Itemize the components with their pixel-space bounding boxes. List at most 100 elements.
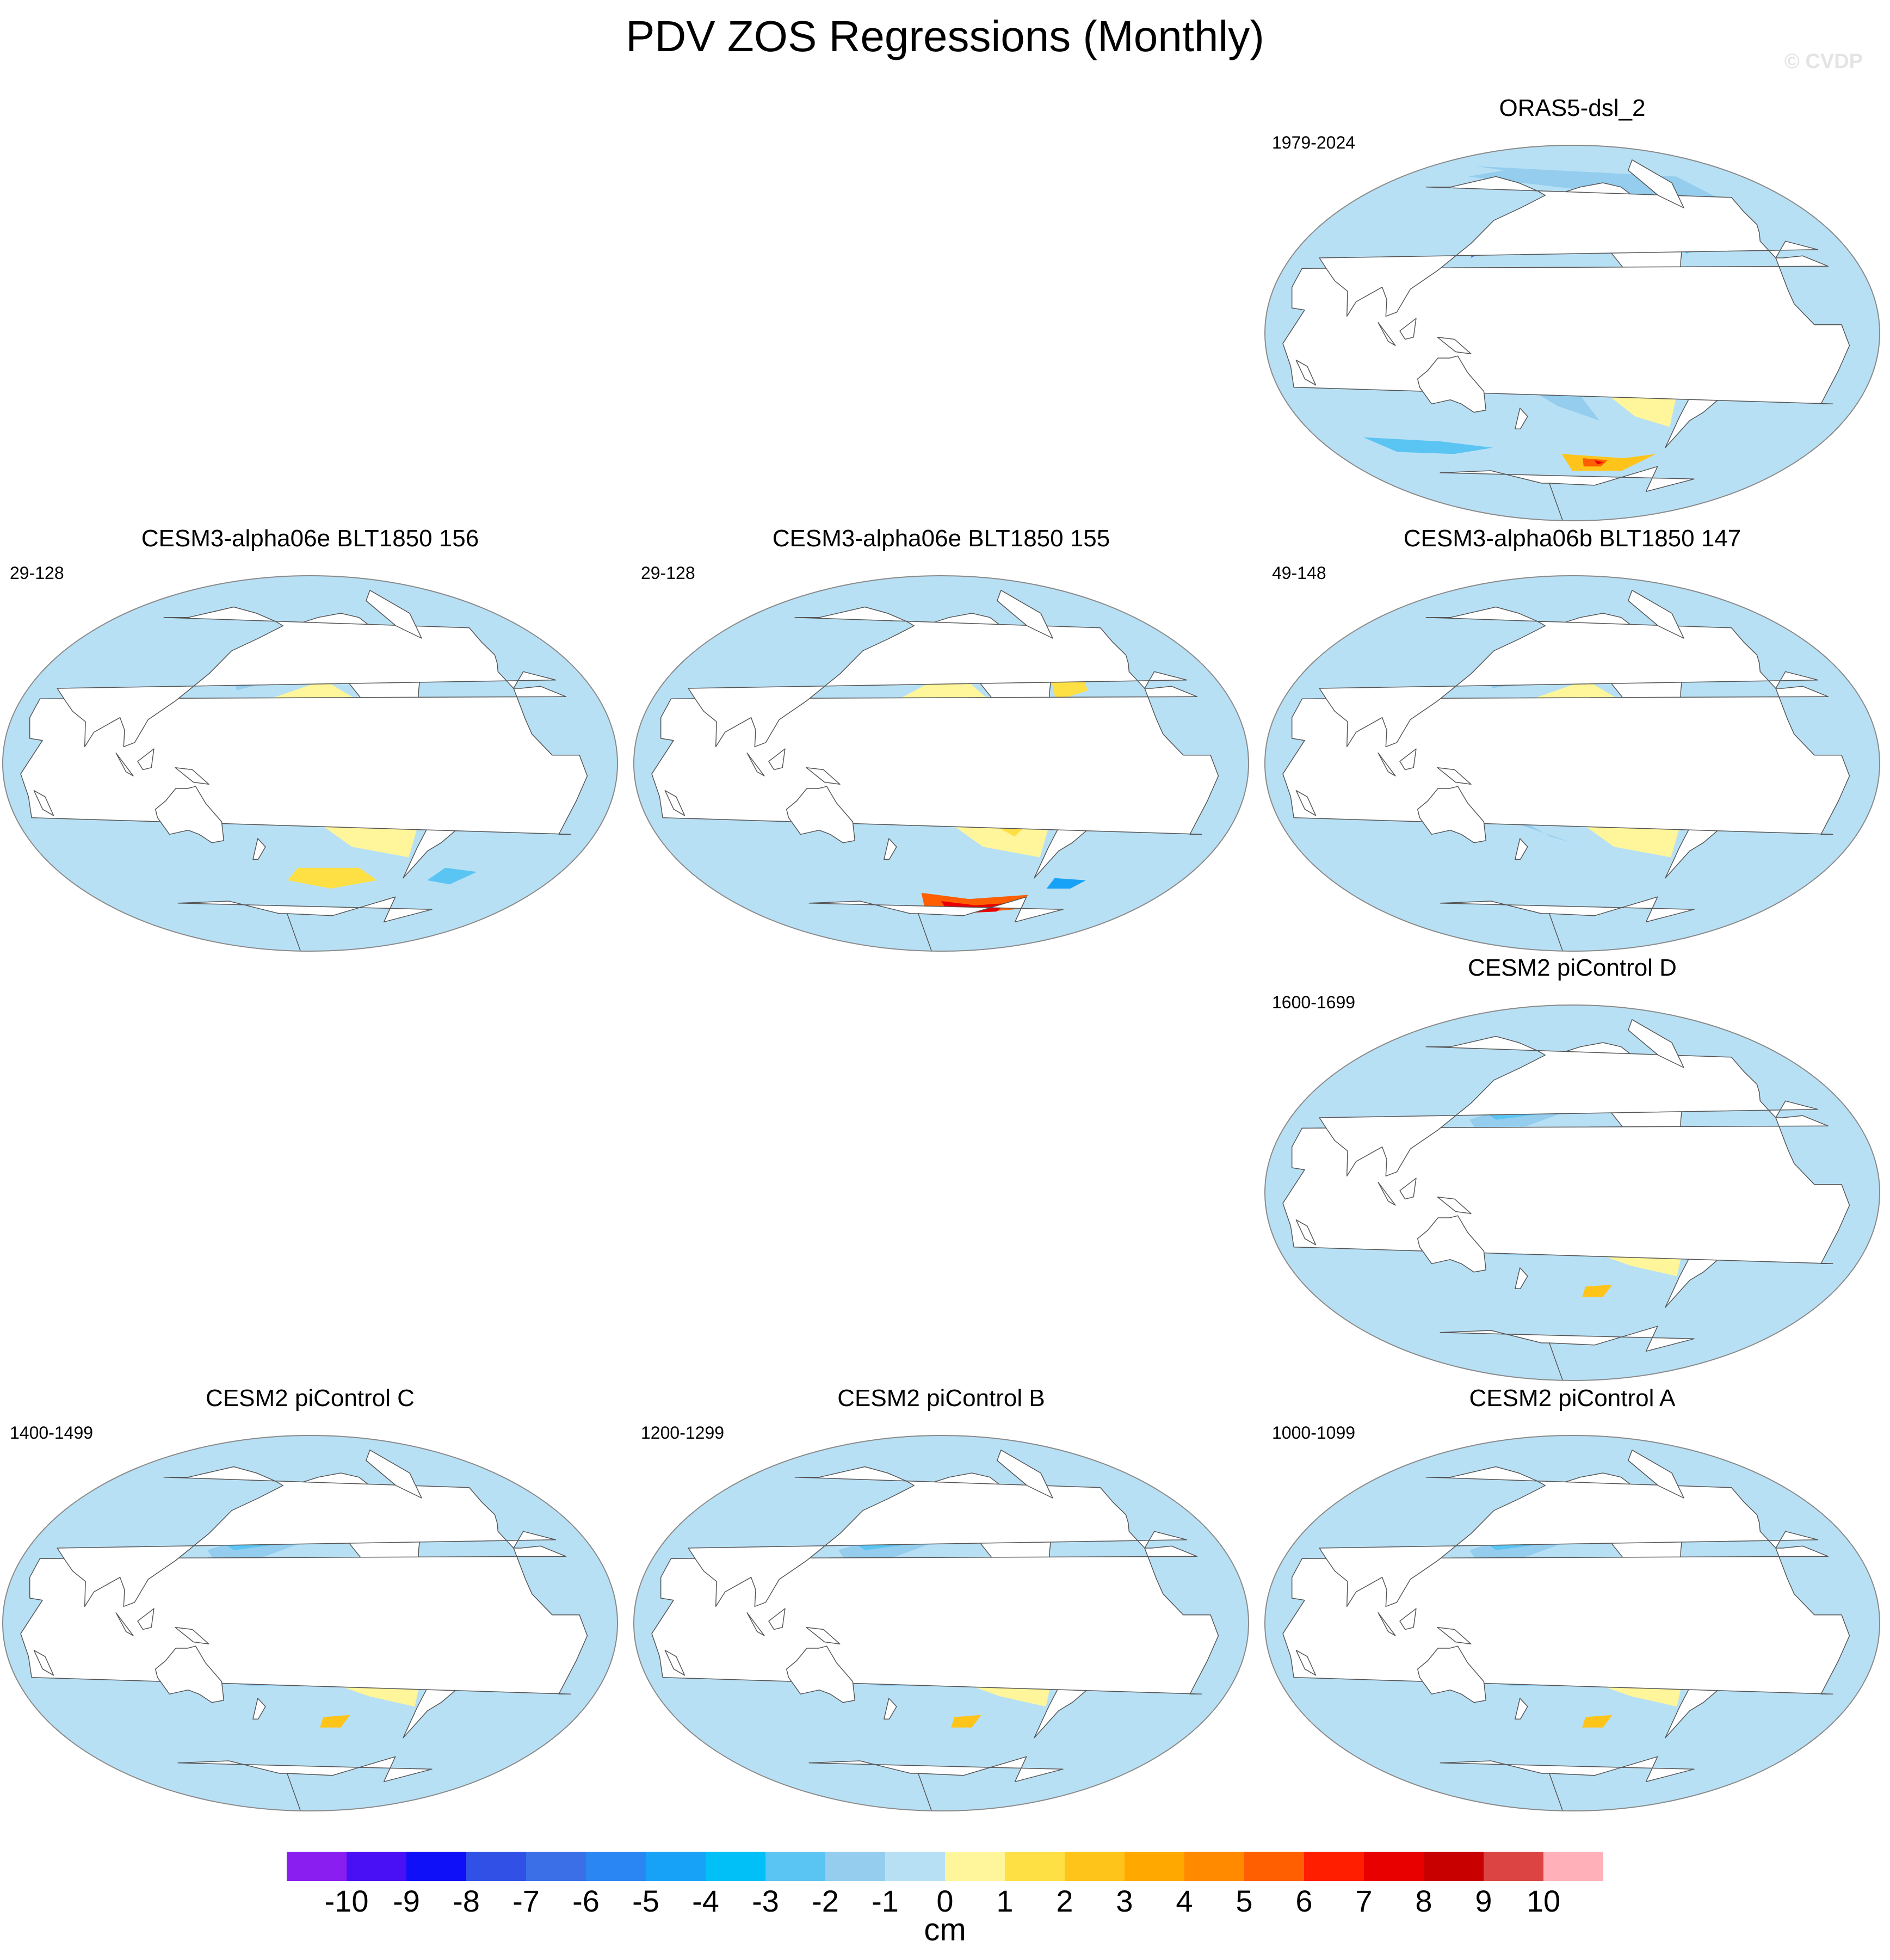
regression-contour xyxy=(1582,1284,1613,1297)
regression-contour xyxy=(1363,437,1493,454)
land-mask xyxy=(1437,1626,1472,1645)
map-border xyxy=(1264,1004,1880,1381)
colorbar-swatch xyxy=(1244,1852,1304,1881)
colorbar-tick-label: -4 xyxy=(692,1884,719,1913)
land-mask xyxy=(1378,1612,1396,1636)
land-mask xyxy=(1282,1545,1850,1695)
heatmap-map xyxy=(633,1435,1249,1811)
land-mask xyxy=(57,1466,557,1607)
colorbar-tick-label: 0 xyxy=(936,1884,953,1913)
regression-contour xyxy=(1594,460,1604,465)
land-mask xyxy=(1319,606,1819,748)
colorbar-swatch xyxy=(1364,1852,1424,1881)
colorbar-swatch xyxy=(885,1852,945,1881)
colorbar-swatch xyxy=(646,1852,706,1881)
land-mask xyxy=(884,1698,897,1720)
land-mask xyxy=(1282,1115,1850,1265)
colorbar-swatch xyxy=(1304,1852,1364,1881)
regression-contour xyxy=(1582,1715,1613,1728)
regression-contour xyxy=(951,1715,981,1728)
land-mask xyxy=(1417,355,1487,413)
land-mask xyxy=(137,748,155,771)
land-mask xyxy=(1319,1036,1819,1177)
colorbar-swatch xyxy=(347,1852,406,1881)
colorbar-tick-label: -6 xyxy=(572,1884,600,1913)
panel-period: 1200-1299 xyxy=(641,1423,725,1443)
colorbar-tick-label: 5 xyxy=(1236,1884,1252,1913)
land-mask xyxy=(1319,176,1819,317)
colorbar-swatch xyxy=(1184,1852,1244,1881)
land-mask xyxy=(366,590,422,639)
land-mask xyxy=(252,838,266,860)
land-mask xyxy=(1399,1178,1417,1200)
regression-contour xyxy=(320,1715,350,1728)
colorbar-swatch xyxy=(706,1852,765,1881)
colorbar-tick-label: 6 xyxy=(1295,1884,1312,1913)
colorbar-tick-label: 4 xyxy=(1176,1884,1193,1913)
land-mask xyxy=(1319,1466,1819,1607)
land-mask xyxy=(1399,318,1417,340)
map-border xyxy=(1264,145,1880,521)
regression-contour xyxy=(1561,454,1656,471)
land-mask xyxy=(1515,1267,1528,1290)
map-border xyxy=(633,1435,1249,1811)
map-panel-cesm3-156: CESM3-alpha06e BLT1850 156 29-128 xyxy=(0,524,620,954)
land-mask xyxy=(1399,1608,1417,1630)
land-mask xyxy=(1378,753,1396,776)
land-mask xyxy=(1399,748,1417,771)
land-mask xyxy=(688,606,1188,748)
map-panel-cesm2-b: CESM2 piControl B 1200-1299 xyxy=(631,1384,1251,1814)
land-mask xyxy=(1628,1019,1684,1068)
land-mask xyxy=(808,896,1064,951)
heatmap-map xyxy=(1264,575,1880,952)
land-mask xyxy=(33,790,54,816)
map-border xyxy=(633,575,1249,952)
colorbar-tick-label: -7 xyxy=(512,1884,540,1913)
land-mask xyxy=(1628,590,1684,639)
land-mask xyxy=(115,1612,134,1636)
heatmap-map xyxy=(633,575,1249,952)
map-panel-cesm2-c: CESM2 piControl C 1400-1499 xyxy=(0,1384,620,1814)
colorbar-swatch xyxy=(406,1852,466,1881)
colorbar-swatch xyxy=(1484,1852,1543,1881)
panel-title: CESM2 piControl D xyxy=(1468,954,1677,981)
colorbar-tick-label: 7 xyxy=(1355,1884,1372,1913)
land-mask xyxy=(1378,1182,1396,1206)
land-mask xyxy=(175,767,209,785)
colorbar-swatch xyxy=(765,1852,825,1881)
land-mask xyxy=(1515,408,1528,430)
land-mask xyxy=(768,748,786,771)
land-mask xyxy=(1440,896,1695,951)
panel-period: 1400-1499 xyxy=(10,1423,94,1443)
map-border xyxy=(2,575,618,952)
panel-title: CESM3-alpha06b BLT1850 147 xyxy=(1403,525,1741,552)
land-mask xyxy=(177,1756,433,1811)
land-mask xyxy=(651,686,1219,835)
panel-period: 29-128 xyxy=(641,563,695,583)
land-mask xyxy=(1437,767,1472,785)
land-mask xyxy=(137,1608,155,1630)
colorbar-swatch xyxy=(1543,1852,1603,1881)
colorbar-swatch xyxy=(1424,1852,1484,1881)
figure-title: PDV ZOS Regressions (Monthly) xyxy=(626,12,1264,60)
colorbar-swatch xyxy=(466,1852,526,1881)
land-mask xyxy=(1282,255,1850,405)
land-mask xyxy=(1417,786,1487,843)
colorbar-swatch xyxy=(287,1852,347,1881)
colorbar-tick-label: 9 xyxy=(1475,1884,1492,1913)
map-panel-cesm3-155: CESM3-alpha06e BLT1850 155 29-128 xyxy=(631,524,1251,954)
land-mask xyxy=(1437,336,1472,355)
land-mask xyxy=(33,1650,54,1676)
land-mask xyxy=(177,896,433,951)
land-mask xyxy=(1282,686,1850,835)
land-mask xyxy=(1417,1645,1487,1703)
panel-title: ORAS5-dsl_2 xyxy=(1499,95,1646,121)
panel-period: 49-148 xyxy=(1272,563,1326,583)
panel-title: CESM3-alpha06e BLT1850 155 xyxy=(772,525,1110,552)
land-mask xyxy=(884,838,897,860)
land-mask xyxy=(20,1545,588,1695)
heatmap-map xyxy=(1264,145,1880,521)
map-border xyxy=(1264,1435,1880,1811)
land-mask xyxy=(57,606,557,748)
map-panel-cesm3-147: CESM3-alpha06b BLT1850 147 49-148 xyxy=(1262,524,1882,954)
